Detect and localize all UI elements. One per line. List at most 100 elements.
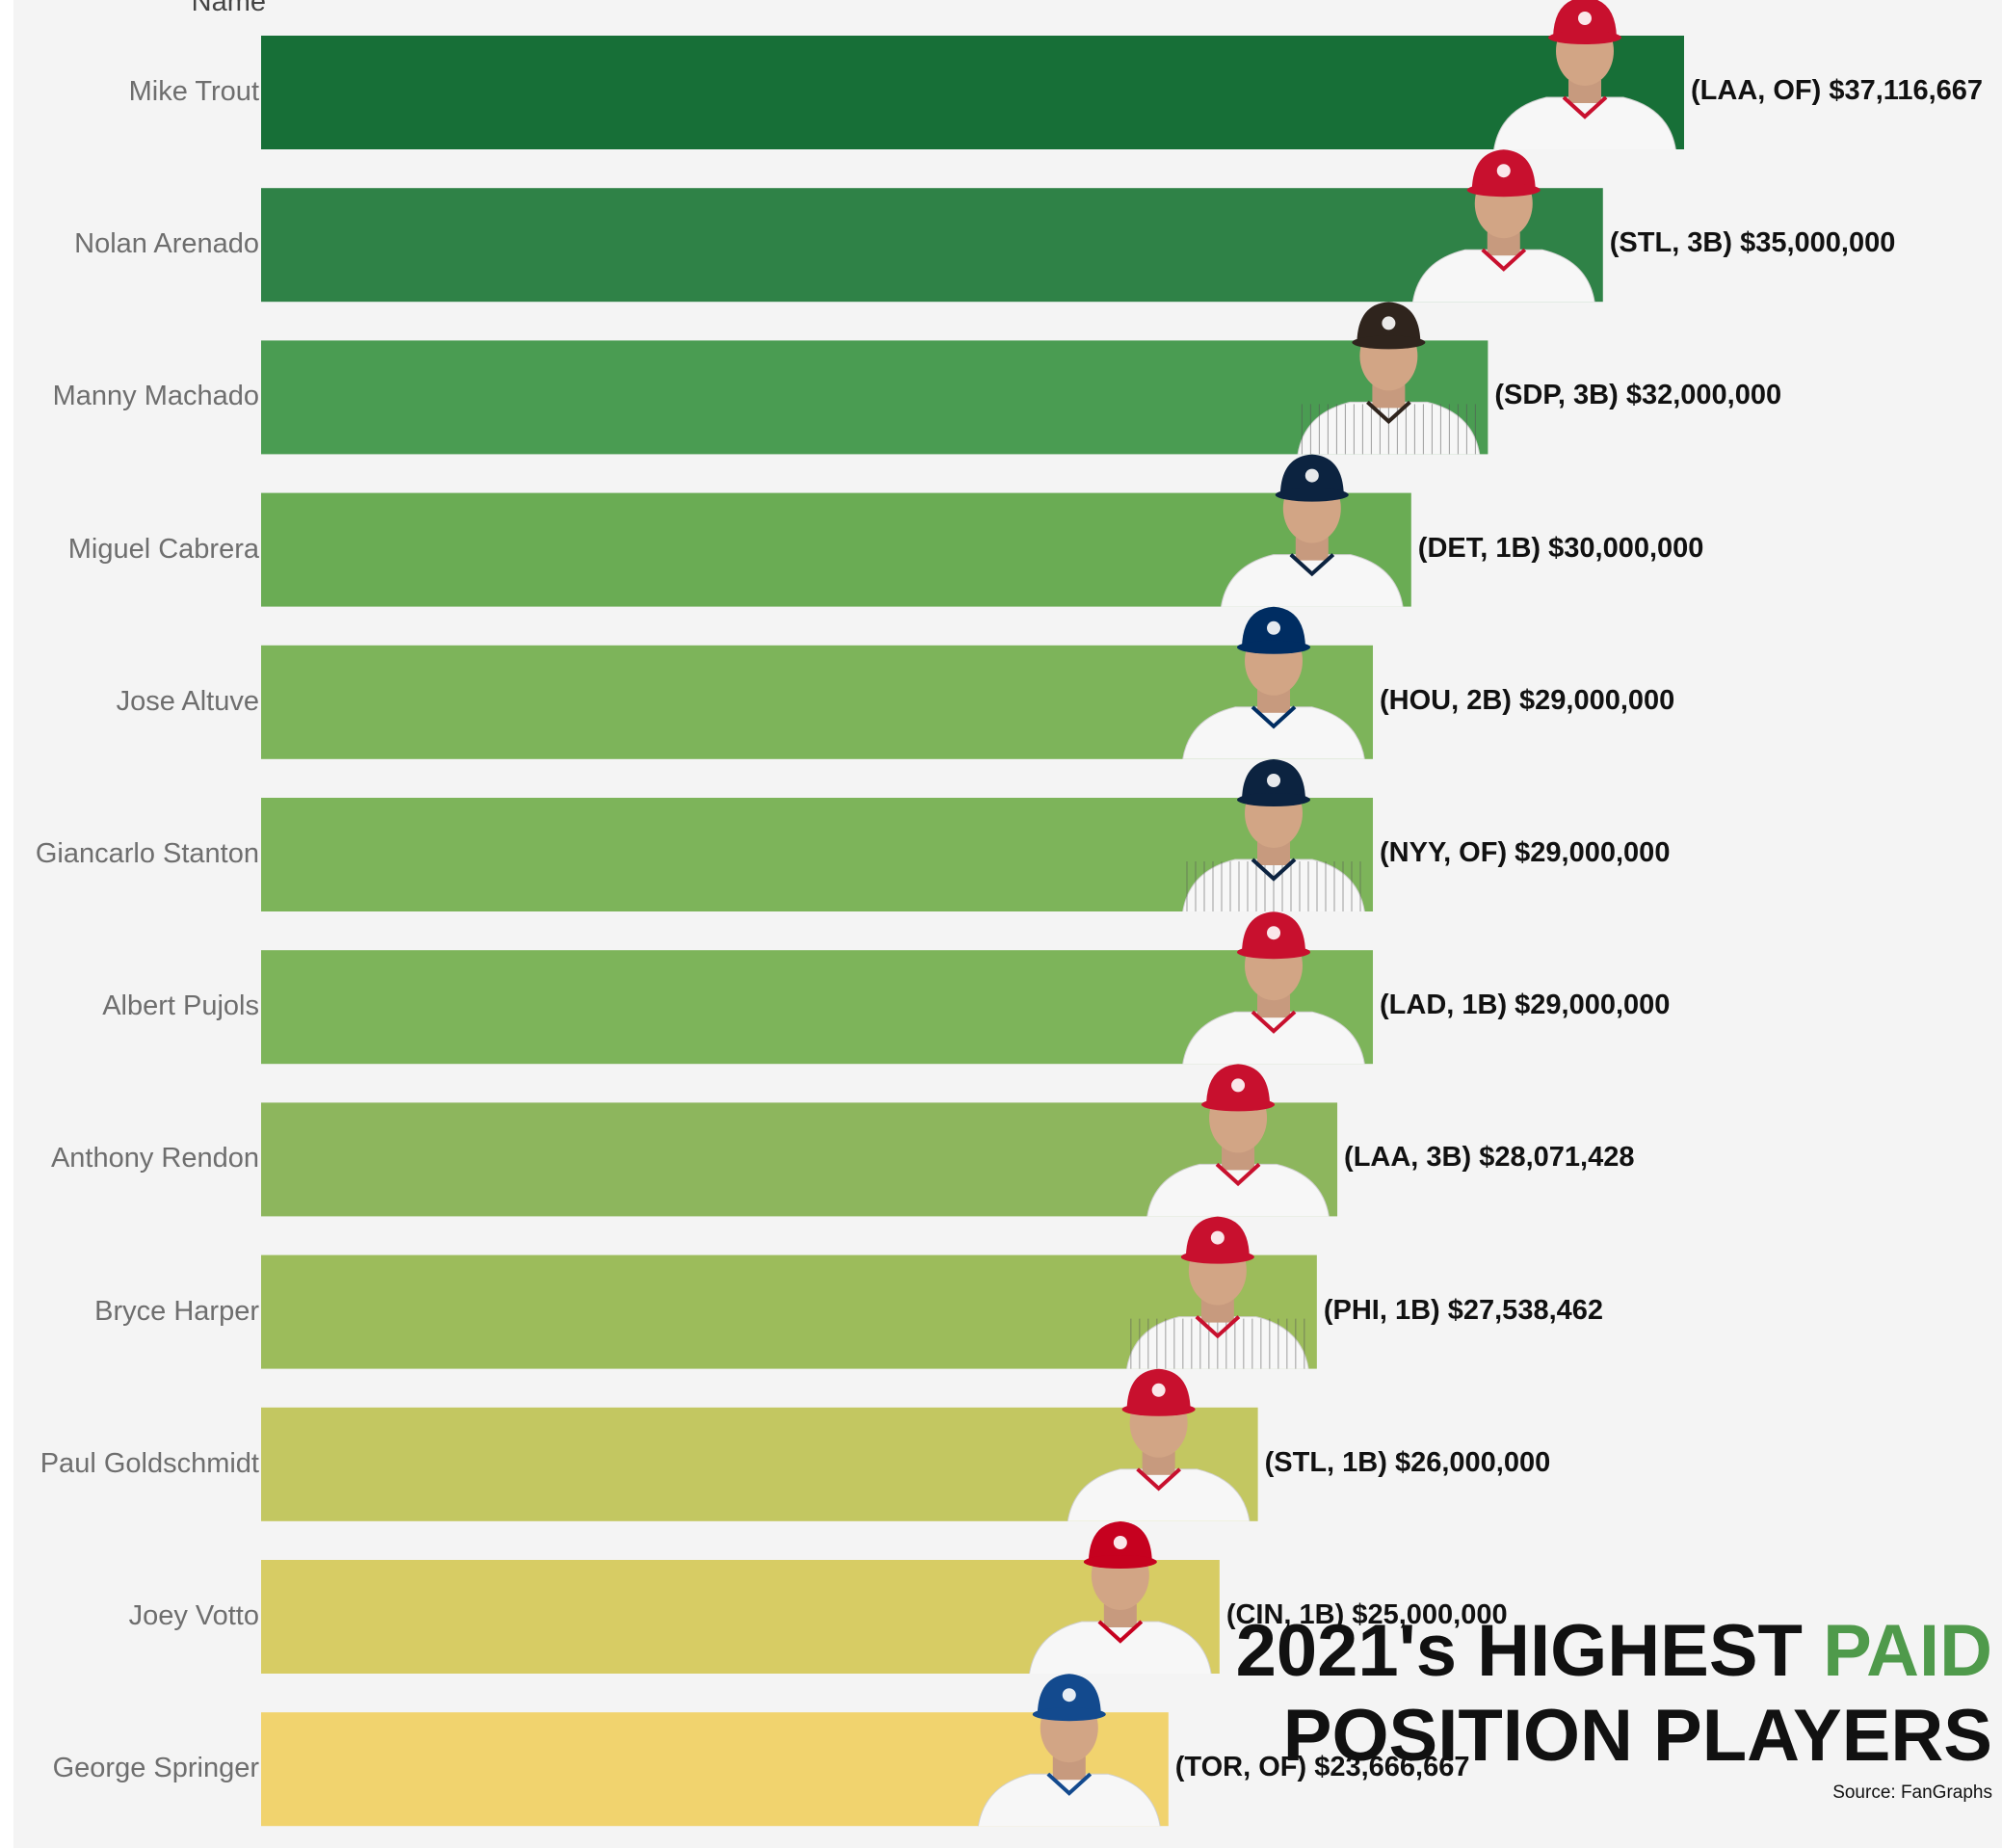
jersey	[978, 1773, 1161, 1827]
jersey	[1221, 554, 1404, 607]
cap-logo	[1304, 468, 1319, 483]
jersey	[1182, 706, 1365, 759]
cap-logo	[1151, 1383, 1166, 1397]
cap-logo	[1113, 1536, 1127, 1549]
collar	[1366, 400, 1411, 425]
chart-panel: Name Mike Trout Nolan Arenado Manny Machad…	[13, 0, 2002, 1848]
bar-value-label: (HOU, 2B) $29,000,000	[1380, 684, 1675, 716]
player-photo	[1297, 302, 1481, 455]
collar	[1046, 1772, 1093, 1796]
jersey	[1029, 1621, 1212, 1674]
y-axis-title: Name	[191, 0, 266, 17]
bar	[261, 188, 1603, 303]
player-name-label: Nolan Arenado	[74, 228, 259, 260]
player-photo	[1029, 1521, 1212, 1674]
bar-value-label: (LAA, OF) $37,116,667	[1691, 75, 1984, 106]
cap-logo	[1267, 620, 1281, 635]
player-name-label: Miguel Cabrera	[67, 533, 259, 565]
title-line1-main: 2021's HIGHEST	[1235, 1610, 1824, 1692]
player-name-label: Bryce Harper	[94, 1295, 259, 1327]
player-photo	[1182, 759, 1365, 911]
jersey	[1493, 96, 1676, 149]
cap-brim	[1237, 640, 1311, 654]
cap-brim	[1237, 945, 1311, 960]
player-name-label: Albert Pujols	[102, 990, 259, 1022]
cap-brim	[1275, 488, 1349, 502]
bar-row	[261, 149, 1603, 303]
bar	[261, 798, 1374, 911]
chart-title: 2021's HIGHEST PAID POSITION PLAYERS	[1236, 1609, 1992, 1779]
cap-brim	[1032, 1707, 1106, 1722]
collar	[1097, 1620, 1144, 1644]
bar-row	[261, 1064, 1338, 1217]
source-note: Source: FanGraphs	[1832, 1782, 1992, 1803]
cap-brim	[1180, 1250, 1254, 1264]
bar	[261, 950, 1374, 1065]
cap-logo	[1267, 774, 1281, 787]
cap-logo	[1578, 12, 1592, 25]
title-accent-word: PAID	[1823, 1610, 1992, 1692]
bar-value-label: (LAD, 1B) $29,000,000	[1380, 990, 1671, 1021]
player-photo	[1221, 454, 1404, 607]
player-photo	[1146, 1064, 1330, 1217]
bar-row	[261, 302, 1488, 455]
player-name-label: Paul Goldschmidt	[40, 1447, 259, 1479]
player-photo	[978, 1674, 1161, 1827]
player-photo	[1493, 0, 1676, 149]
player-photo	[1067, 1368, 1251, 1521]
bar-row	[261, 1368, 1258, 1521]
collar	[1562, 95, 1608, 119]
bar-row	[261, 1521, 1220, 1674]
player-photo	[1412, 149, 1595, 303]
bar-row	[261, 759, 1374, 911]
collar	[1136, 1467, 1181, 1492]
player-name-label: Giancarlo Stanton	[35, 838, 259, 869]
cap-logo	[1382, 316, 1396, 330]
jersey	[1067, 1468, 1251, 1521]
bar-value-label: (SDP, 3B) $32,000,000	[1494, 380, 1782, 411]
cap-brim	[1466, 183, 1541, 198]
player-name-label: Mike Trout	[128, 76, 259, 107]
bar-value-label: (DET, 1B) $30,000,000	[1417, 532, 1704, 564]
collar	[1251, 858, 1297, 882]
cap-brim	[1201, 1097, 1276, 1112]
jersey	[1146, 1163, 1330, 1217]
collar	[1251, 1010, 1297, 1034]
cap-logo	[1062, 1688, 1076, 1703]
cap-logo	[1210, 1230, 1225, 1245]
cap-brim	[1237, 793, 1311, 806]
collar	[1251, 705, 1297, 729]
bar-row	[261, 1216, 1317, 1369]
cap-logo	[1231, 1078, 1246, 1093]
cap-brim	[1548, 31, 1621, 44]
cap-brim	[1352, 335, 1426, 350]
bar	[261, 36, 1684, 149]
bar	[261, 340, 1488, 455]
player-photo	[1182, 606, 1365, 759]
bar-value-label: (STL, 1B) $26,000,000	[1264, 1446, 1551, 1478]
cap-brim	[1083, 1555, 1157, 1569]
bar-value-label: (TOR, OF) $23,666,667	[1174, 1752, 1470, 1783]
collar	[1215, 1162, 1261, 1187]
bar-value-label: (PHI, 1B) $27,538,462	[1323, 1294, 1604, 1326]
player-photo	[1182, 911, 1365, 1065]
title-line2: POSITION PLAYERS	[1282, 1695, 1992, 1777]
jersey	[1182, 1011, 1365, 1065]
bar-value-label: (LAA, 3B) $28,071,428	[1344, 1142, 1635, 1174]
collar	[1195, 1315, 1241, 1339]
cap-logo	[1267, 926, 1281, 940]
cap-logo	[1496, 164, 1511, 178]
player-name-label: Jose Altuve	[116, 685, 259, 717]
bar	[261, 492, 1411, 607]
bar-plot	[261, 0, 1684, 1827]
bar-value-label: (STL, 3B) $35,000,000	[1609, 227, 1896, 259]
bar-row	[261, 606, 1374, 759]
player-name-label: Anthony Rendon	[50, 1143, 259, 1175]
bar-row	[261, 0, 1684, 149]
bar-row	[261, 1674, 1169, 1827]
bar	[261, 645, 1374, 759]
player-name-label: Manny Machado	[52, 381, 259, 412]
bar-value-label: (CIN, 1B) $25,000,000	[1225, 1599, 1508, 1630]
player-photo	[1126, 1216, 1309, 1369]
jersey	[1412, 249, 1595, 303]
